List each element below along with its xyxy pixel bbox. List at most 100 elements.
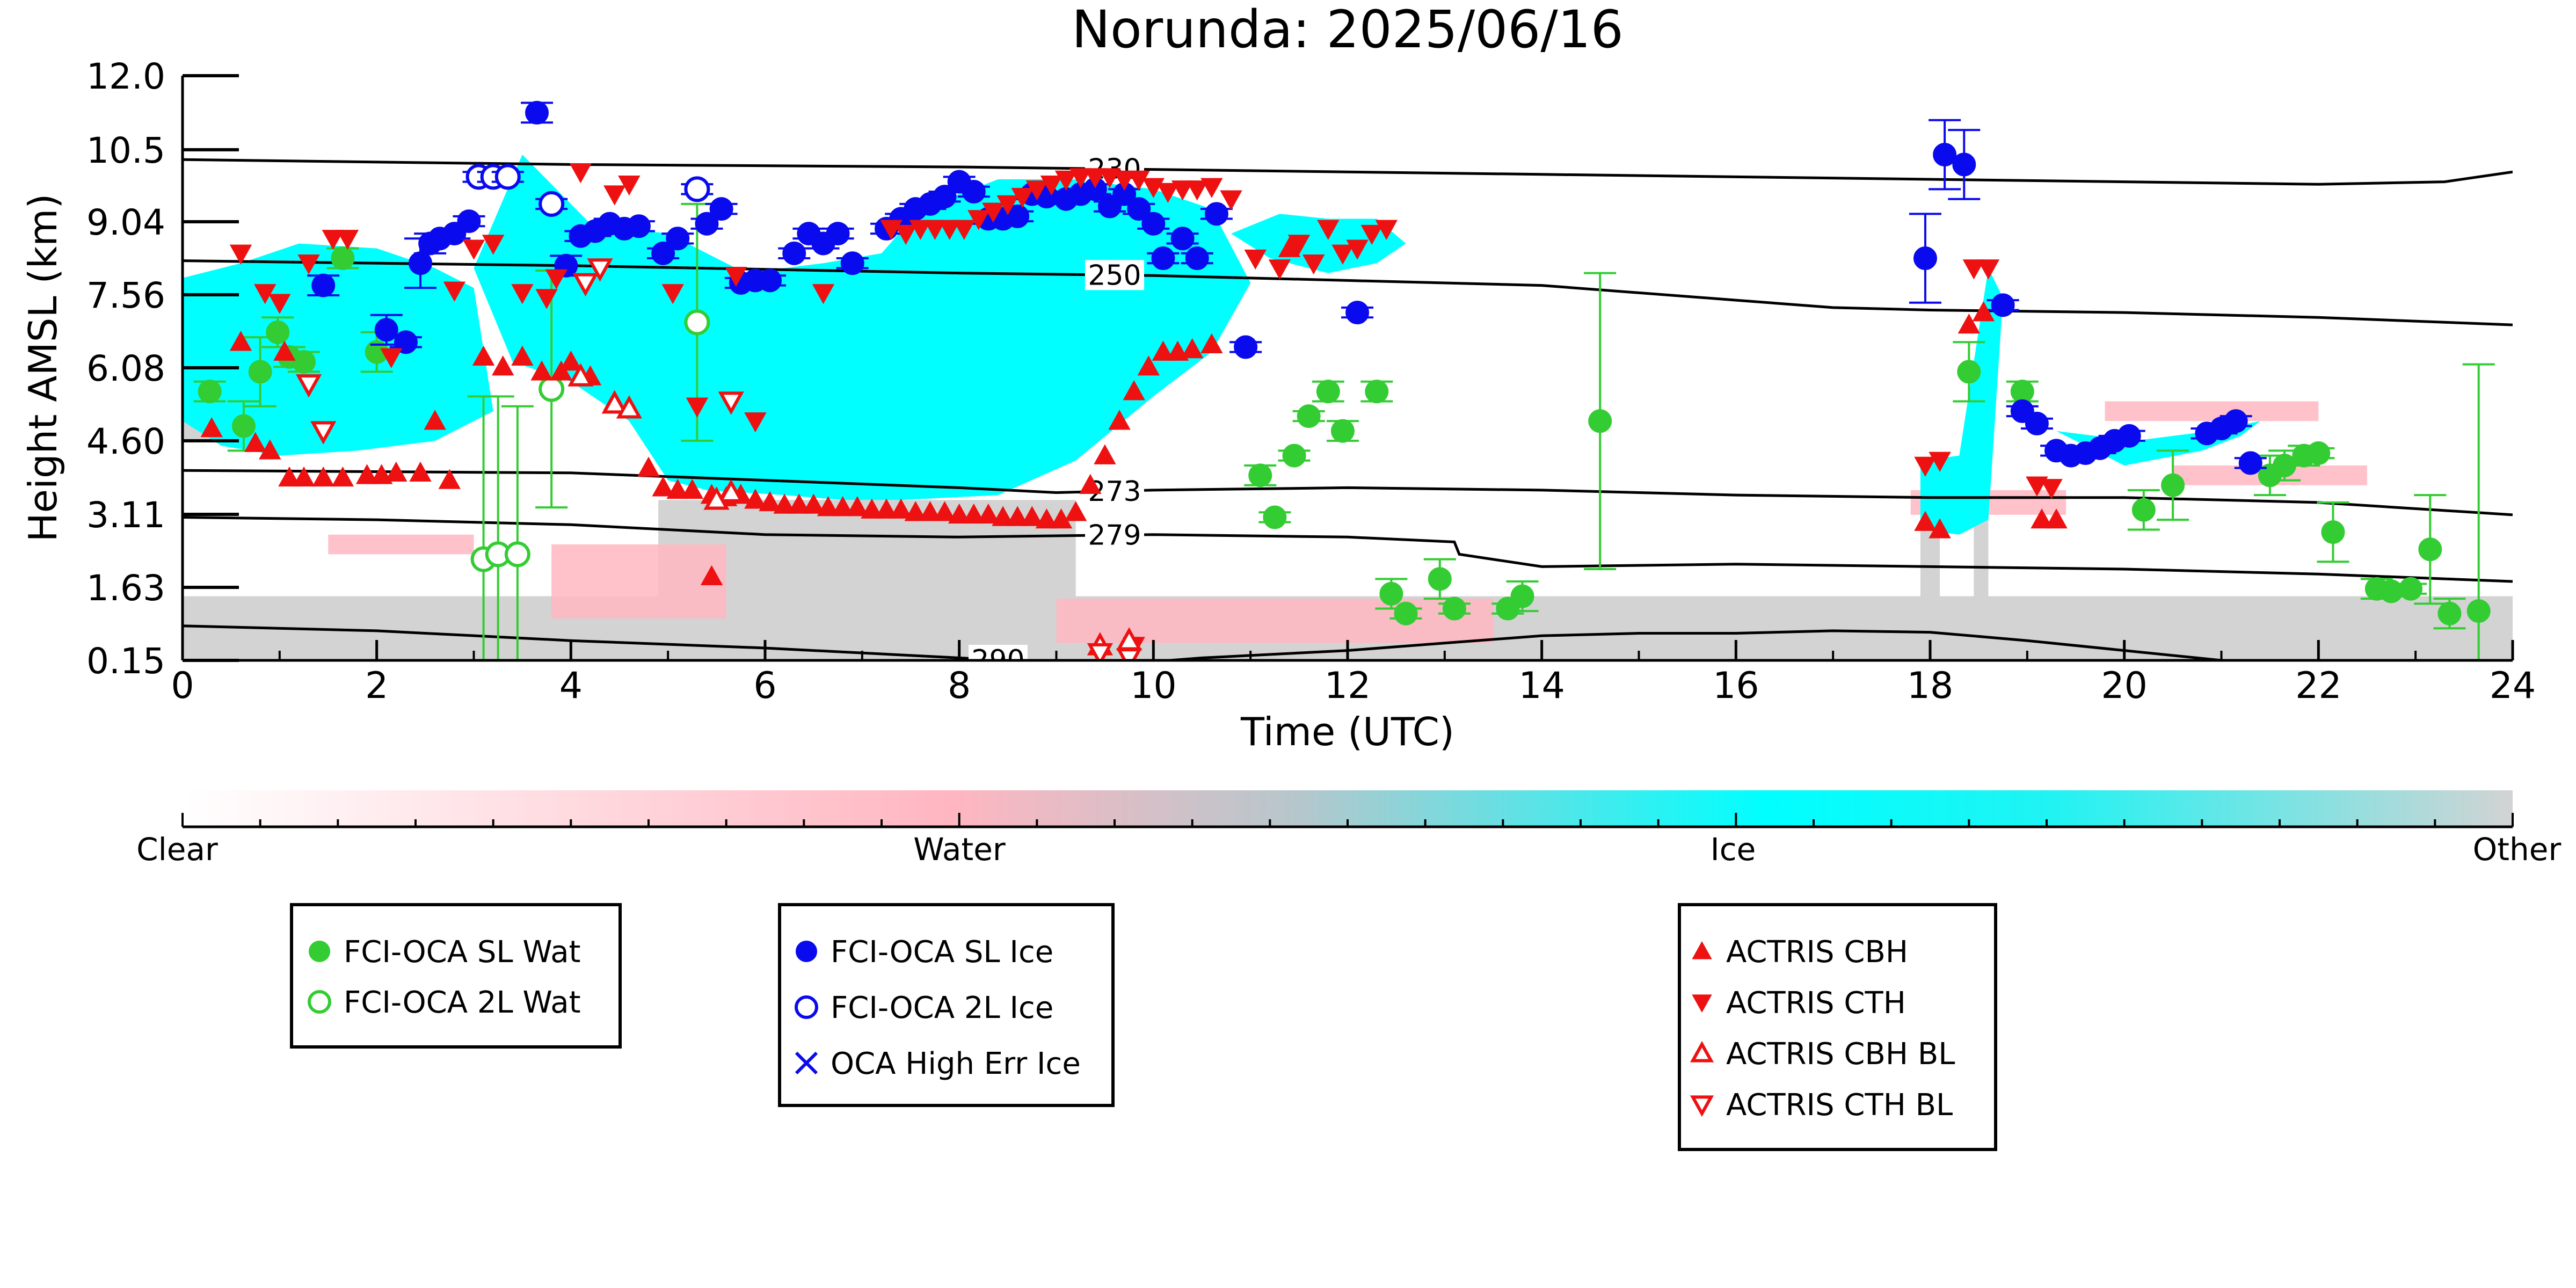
actris-cbh-point-46 [963,503,985,524]
actris-cbh-point-15 [472,345,495,366]
isotherm-250-label: 250 [1088,259,1141,292]
fci-oca-sl-ice-point-8 [525,100,549,125]
actris-cth-point-22 [894,224,917,245]
actris-cbh-point-2 [244,432,267,452]
fci-oca-sl-ice-point-51 [1345,301,1370,325]
actris-cbh-bl-point-0 [567,363,594,387]
fci-oca-2l-wat-point-2 [504,541,530,567]
actris-cbh-point-25 [666,478,689,499]
actris-cbh-point-40 [875,498,898,519]
x-tick-label-12: 12 [1325,665,1371,707]
actris-cth-point-49 [1317,220,1340,240]
x-tick-label-14: 14 [1518,665,1565,707]
fci-oca-sl-wat-point-35 [2437,601,2462,625]
actris-cth-point-34 [1069,168,1092,188]
x-axis-label: Time (UTC) [1240,709,1454,754]
legend-marker-oca-high-err-ice [795,1051,818,1075]
actris-cbh-point-4 [273,340,296,361]
legend-label-actris-cbh-bl: ACTRIS CBH BL [1726,1037,1955,1072]
fci-oca-sl-ice-point-31 [933,185,957,209]
other-region-1 [658,500,1076,660]
actris-cbh-point-67 [1972,301,1995,322]
fci-oca-sl-ice-point-45 [1141,212,1166,236]
actris-cbh-point-54 [1079,474,1102,494]
actris-cth-point-25 [938,220,961,240]
y-tick-label-5: 7.56 [86,275,165,316]
water-region-0 [551,544,726,618]
legend-ice-box [778,903,1115,1107]
x-tick-label-22: 22 [2295,665,2342,707]
actris-cbh-point-11 [385,461,407,482]
fci-oca-2l-ice-point-4 [684,176,710,202]
fci-oca-sl-ice-point-17 [695,212,719,236]
legend-marker-actris-cbh [1692,941,1712,959]
colorbar: Clear Water Ice Other [136,790,2561,868]
actris-cbh-point-47 [977,503,1000,524]
actris-cbh-point-55 [1094,444,1116,464]
fci-oca-sl-wat-point-9 [1263,505,1287,529]
actris-cth-bl-point-4 [718,391,744,415]
actris-cth-point-37 [1113,170,1136,191]
fci-oca-sl-ice-point-63 [2117,424,2141,448]
actris-cth-bl-point-6 [1116,648,1143,660]
actris-cth-point-43 [1200,178,1223,198]
actris-cbh-bl-point-2 [616,395,642,419]
actris-cth-point-27 [967,210,990,230]
actris-cbh-point-37 [831,496,854,516]
fci-oca-sl-ice-point-54 [1952,152,1976,177]
legend-marker-oca-high-err-ice-stroke-b [795,1051,818,1075]
legend-label-fci-oca-sl-wat: FCI-OCA SL Wat [344,935,581,970]
actris-cbh-point-16 [492,355,514,376]
fci-oca-sl-wat-point-36 [2466,599,2491,623]
fci-oca-sl-ice-point-48 [1185,246,1209,271]
fci-oca-sl-wat-point-34 [2418,537,2442,562]
legend-marker-fci-oca-sl-ice [796,941,817,962]
actris-cth-point-28 [982,202,1005,223]
actris-cbh-point-48 [992,506,1014,526]
actris-cbh-point-7 [312,466,334,487]
actris-cbh-point-12 [409,461,432,482]
actris-cbh-point-59 [1152,340,1175,361]
fci-oca-sl-ice-point-14 [627,214,651,238]
actris-cth-point-14 [603,185,626,206]
actris-cth-point-56 [1962,259,1985,280]
actris-cbh-point-23 [637,456,660,477]
actris-cth-bl-point-3 [572,273,599,297]
water-region-4 [2105,401,2319,421]
fci-oca-sl-wat-point-33 [2399,577,2423,601]
colorbar-label-ice: Ice [1711,831,1756,868]
other-region-4 [1974,500,1989,660]
fci-oca-sl-ice-point-0 [311,273,336,297]
x-ticks: 0 2 4 6 8 10 12 14 16 18 20 22 24 [171,640,2536,707]
actris-cbh-point-36 [817,496,840,516]
x-tick-label-10: 10 [1130,665,1177,707]
actris-cth-point-5 [336,230,359,250]
actris-cbh-point-64 [1914,511,1937,531]
y-tick-label-6: 9.04 [86,202,165,243]
actris-cbh-point-68 [2031,508,2053,529]
fci-oca-sl-ice-point-46 [1151,246,1175,271]
isotherm-279-line [183,516,2513,583]
actris-cbh-point-49 [1006,506,1029,526]
actris-cth-point-15 [618,175,641,196]
fci-oca-sl-ice-point-15 [651,241,675,265]
actris-cbh-point-8 [331,466,354,487]
fci-oca-sl-wat-point-23 [2010,380,2034,404]
actris-cth-point-59 [2040,479,2063,499]
actris-cth-point-55 [1929,452,1951,472]
legend-label-oca-high-err-ice: OCA High Err Ice [831,1046,1081,1081]
actris-cbh-point-51 [1035,508,1058,529]
legend-label-actris-cbh: ACTRIS CBH [1726,935,1908,970]
actris-cbh-point-19 [550,360,572,381]
actris-cbh-point-31 [744,489,767,509]
fci-oca-2l-wat-point-3 [539,376,565,402]
actris-cbh-point-66 [1958,314,1981,334]
actris-cth-point-45 [1244,249,1267,270]
fci-oca-sl-wat-point-22 [1957,360,1981,384]
fci-oca-sl-ice-point-49 [1204,202,1228,226]
actris-cbh-point-26 [681,478,704,499]
legend-marker-fci-oca-sl-wat [309,941,330,962]
series-actris-cth-bl [295,258,1143,660]
actris-cth-point-3 [297,254,320,275]
